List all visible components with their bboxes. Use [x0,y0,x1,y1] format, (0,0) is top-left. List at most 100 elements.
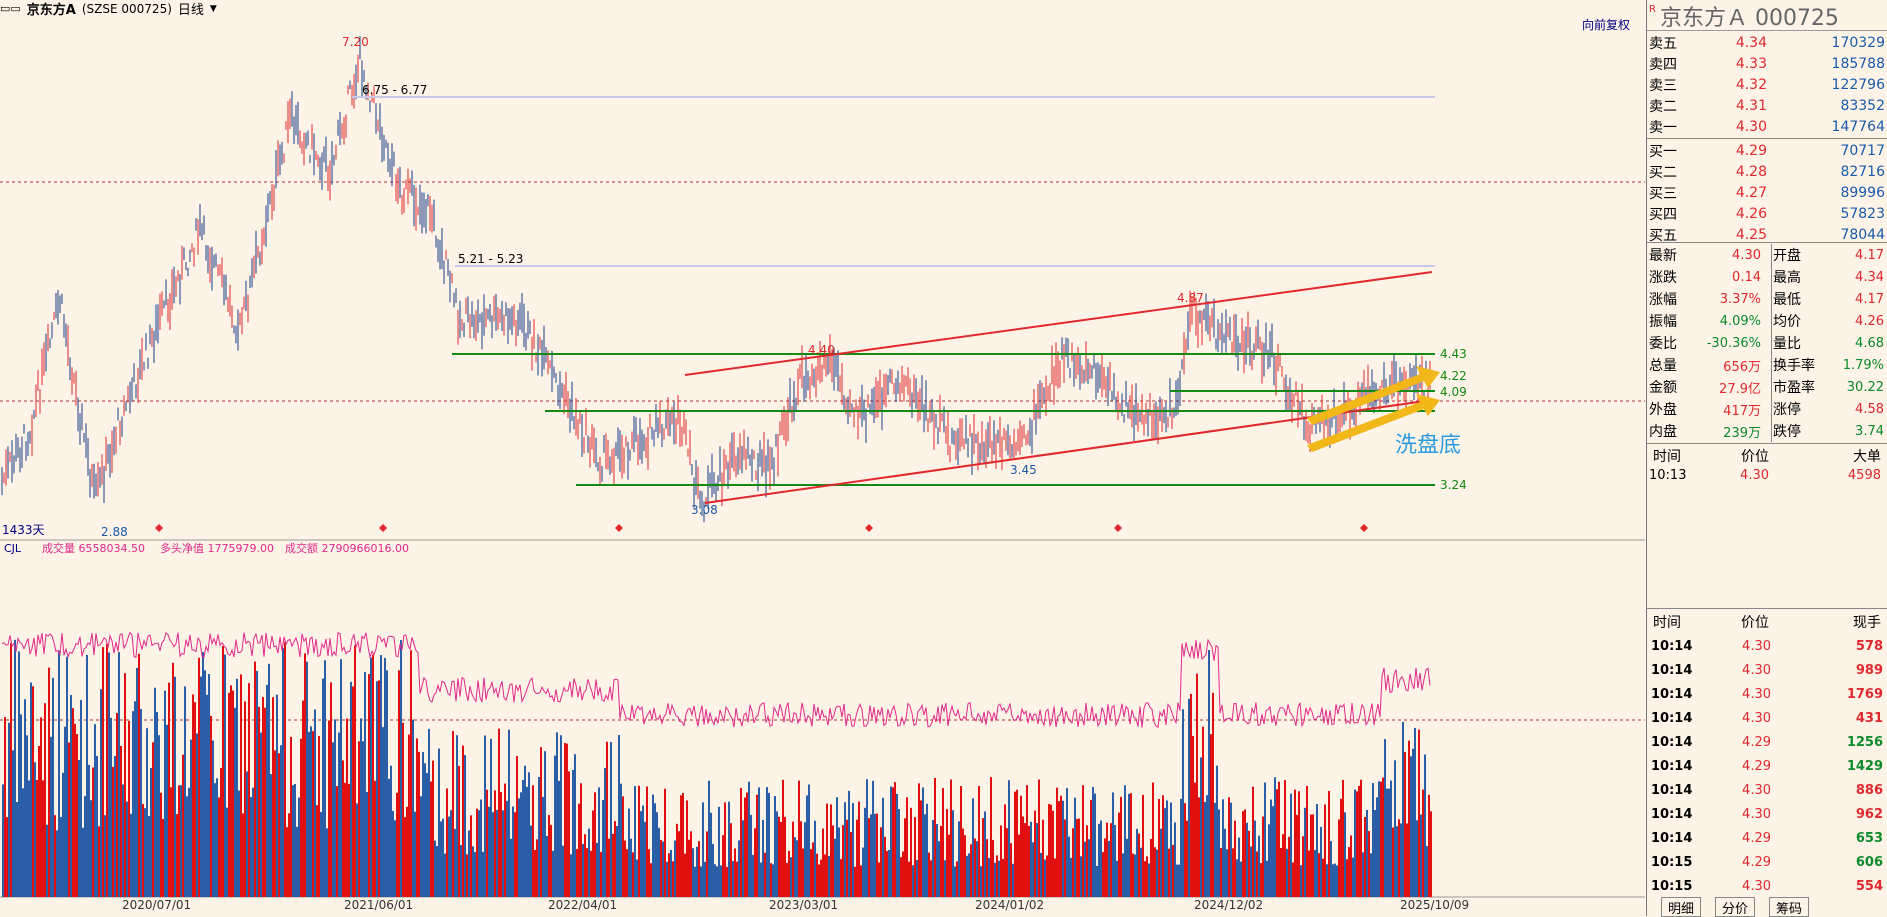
order-row-sell[interactable]: 卖一 4.30 147764 [1647,116,1887,137]
volume-bar [178,785,180,897]
volume-bar [1138,833,1140,897]
tick-vol: 886 [1855,782,1883,798]
volume-bar [542,796,544,897]
volume-bar [438,748,440,897]
tick-row[interactable]: 10:14 4.30 578 [1647,634,1887,658]
volume-bar [320,812,322,897]
order-row-buy[interactable]: 买二 4.28 82716 [1647,161,1887,182]
tab-detail[interactable]: 明细 [1661,897,1702,917]
tick-vol: 606 [1855,854,1883,870]
tick-row[interactable]: 10:15 4.29 606 [1647,850,1887,874]
restore-button[interactable]: 向前复权 [1582,18,1631,32]
volume-bar [1426,846,1428,897]
volume-bar [414,811,416,897]
volume-bar [808,784,810,897]
tick-row[interactable]: 10:14 4.30 886 [1647,778,1887,802]
tick-row[interactable]: 10:14 4.29 653 [1647,826,1887,850]
volume-bar [1286,848,1288,897]
volume-bar [1060,795,1062,897]
volume-bar [1204,802,1206,897]
order-label: 买一 [1649,143,1677,160]
indicator-name[interactable]: CJL [4,542,22,555]
volume-bar [784,816,786,897]
volume-bar [260,732,262,897]
quote-label: 涨停 [1773,402,1801,418]
divider [1647,242,1887,243]
volume-bar [1050,804,1052,897]
volume-bar [330,682,332,897]
volume-bar [304,653,306,897]
quote-value: 4.34 [1855,269,1884,285]
volume-bar [1358,785,1360,897]
volume-bar [440,821,442,897]
volume-bar [464,755,466,897]
volume-bar [144,808,146,897]
order-row-buy[interactable]: 买一 4.29 70717 [1647,140,1887,161]
volume-bar [1294,789,1296,897]
tick-row[interactable]: 10:15 4.30 554 [1647,874,1887,898]
order-row-sell[interactable]: 卖四 4.33 185788 [1647,53,1887,74]
label-range-b: 5.21 - 5.23 [458,252,523,266]
volume-bar [692,848,694,897]
volume-bar [1242,811,1244,897]
tab-chips[interactable]: 筹码 [1769,897,1810,917]
volume-bar [1178,864,1180,897]
tab-price[interactable]: 分价 [1715,897,1756,917]
volume-bar [1190,693,1192,897]
label-low: 2.88 [101,525,128,539]
volume-bar [708,780,710,897]
volume-bar [862,847,864,897]
order-row-buy[interactable]: 买三 4.27 89996 [1647,182,1887,203]
volume-bar [1370,853,1372,897]
menu-icon[interactable]: ▭▭ [0,2,21,15]
volume-bar [422,752,424,897]
volume-bar [844,802,846,897]
order-vol: 170329 [1831,34,1885,51]
chart-area[interactable]: ▭▭ 京东方A (SZSE 000725) 日线 ▼ 向前复权 [0,0,1645,916]
tick-row[interactable]: 10:14 4.29 1429 [1647,754,1887,778]
tick-row[interactable]: 10:14 4.30 989 [1647,658,1887,682]
volume-bar [314,709,316,897]
volume-bar [138,653,140,897]
volume-bar [802,848,804,897]
tick-row[interactable]: 10:14 4.30 962 [1647,802,1887,826]
chevron-down-icon[interactable]: ▼ [209,3,217,14]
bigorder-row[interactable]: 10:13 4.30 4598 [1647,465,1887,485]
volume-bar [1116,860,1118,897]
volume-bar [92,767,94,897]
order-row-sell[interactable]: 卖二 4.31 83352 [1647,95,1887,116]
quote-label: 内盘 [1649,424,1677,440]
volume-bar [142,804,144,897]
divider [1647,138,1887,139]
volume-bar [1194,782,1196,897]
volume-bar [1206,795,1208,897]
volume-bar [588,828,590,897]
volume-bar [1082,785,1084,897]
volume-bar [166,724,168,897]
volume-bar [222,645,224,897]
volume-bar [958,821,960,897]
volume-bar [1268,824,1270,897]
volume-bar [726,866,728,897]
quote-label: 振幅 [1649,314,1677,330]
volume-bar [882,797,884,897]
tick-row[interactable]: 10:14 4.30 431 [1647,706,1887,730]
period-selector[interactable]: 日线 [177,3,204,18]
tick-row[interactable]: 10:14 4.29 1256 [1647,730,1887,754]
tick-price: 4.30 [1742,782,1771,798]
volume-bar [288,813,290,897]
volume-bar [302,700,304,897]
tick-price: 4.30 [1742,662,1771,678]
order-row-buy[interactable]: 买五 4.25 78044 [1647,224,1887,245]
volume-bar [922,787,924,897]
tick-row[interactable]: 10:14 4.30 1769 [1647,682,1887,706]
order-row-sell[interactable]: 卖三 4.32 122796 [1647,74,1887,95]
bigorder-price-header: 价位 [1741,449,1769,465]
volume-bar [566,743,568,897]
volume-bar [1240,861,1242,897]
order-row-buy[interactable]: 买四 4.26 57823 [1647,203,1887,224]
order-row-sell[interactable]: 卖五 4.34 170329 [1647,32,1887,53]
volume-bar [646,786,648,897]
volume-bar [66,656,68,897]
volume-bar [96,755,98,897]
